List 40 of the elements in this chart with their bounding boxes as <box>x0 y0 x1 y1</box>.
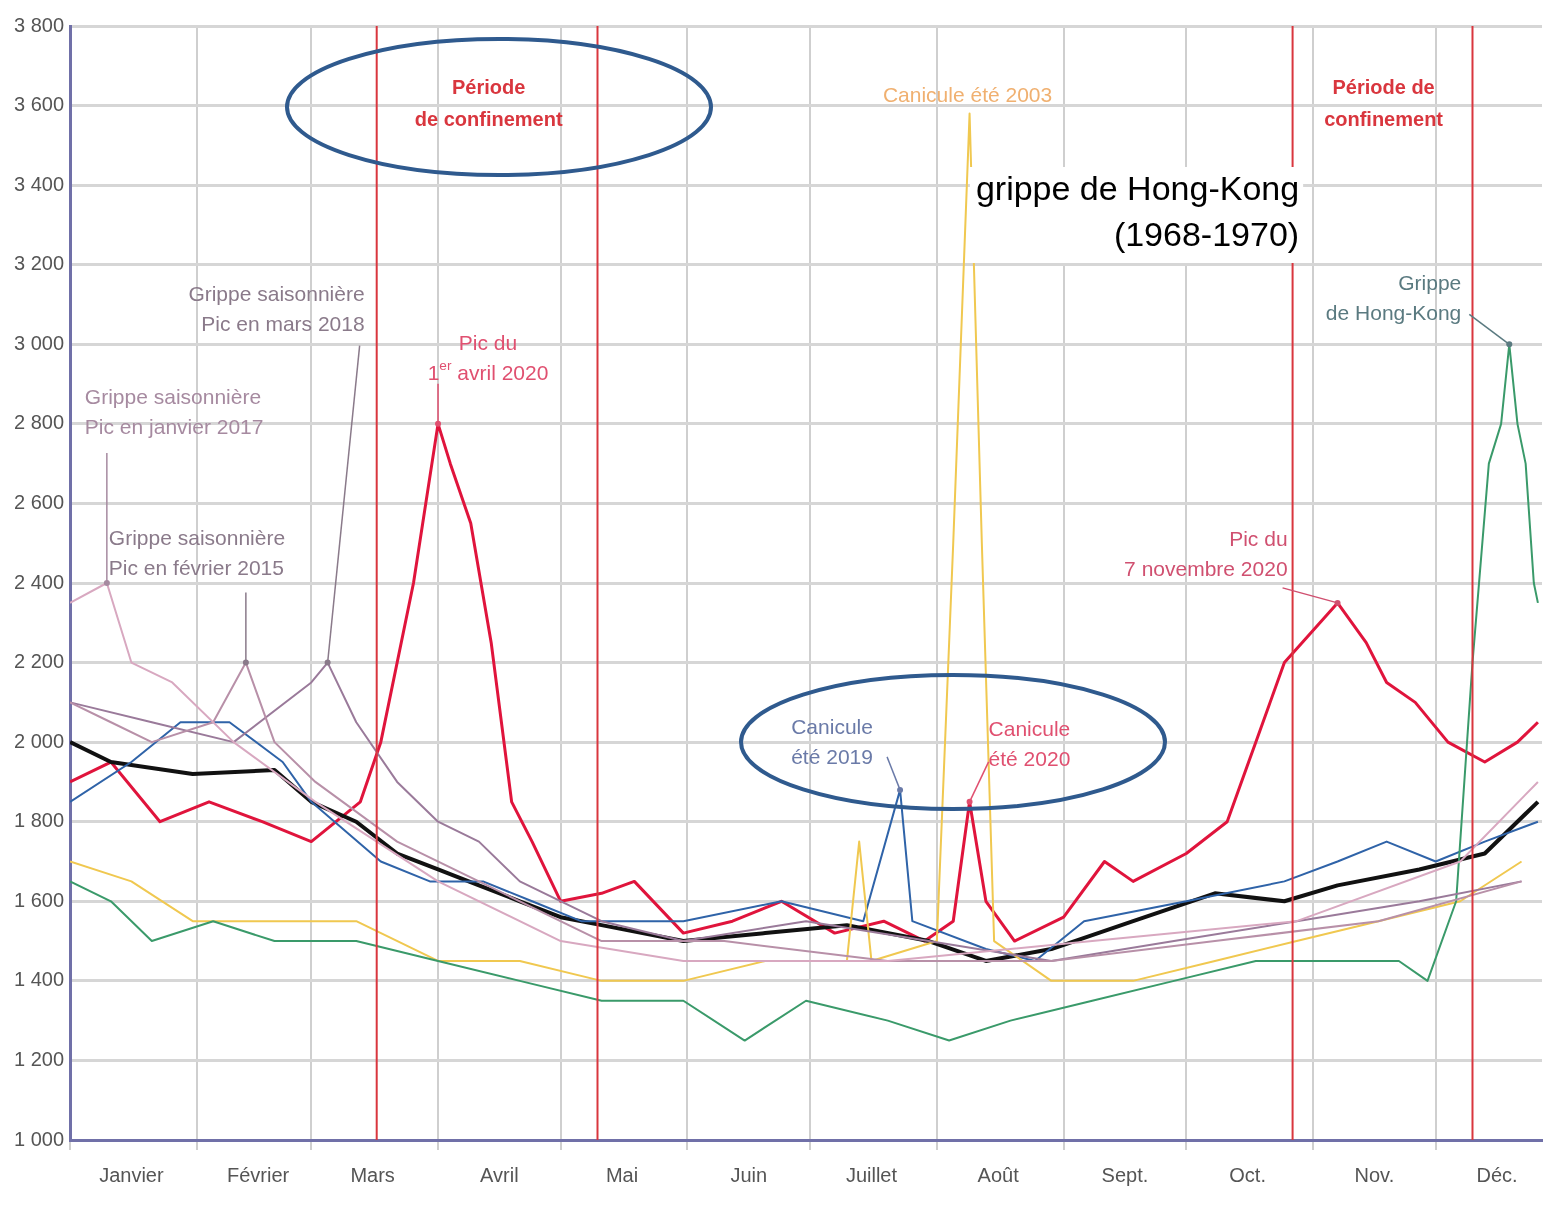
x-tick-label: Juillet <box>845 1163 898 1186</box>
y-tick-label: 3 800 <box>13 13 65 36</box>
x-tick-label: Février <box>227 1163 290 1186</box>
ref-line-label: Période de confinement <box>1324 75 1444 130</box>
y-tick-label: 2 600 <box>13 490 65 513</box>
x-tick-label: Sept. <box>1101 1163 1149 1186</box>
y-tick-label: 3 600 <box>13 93 65 116</box>
y-tick-label: 3 200 <box>13 252 65 275</box>
x-tick-label: Déc. <box>1476 1163 1518 1186</box>
annotation: Grippe saisonnière Pic en janvier 2017 <box>84 384 264 438</box>
annotation: Grippe saisonnière Pic en mars 2018 <box>188 282 365 336</box>
y-tick-label: 1 600 <box>13 888 65 911</box>
y-tick-label: 1 200 <box>13 1047 65 1070</box>
annotation: Grippe de Hong-Kong <box>1325 271 1462 325</box>
annotation: grippe de Hong-Kong (1968-1970) <box>975 169 1300 254</box>
x-tick-label: Avril <box>480 1163 519 1186</box>
annotation: Grippe saisonnière Pic en février 2015 <box>108 526 286 580</box>
annotation: Pic du 7 novembre 2020 <box>1124 526 1288 580</box>
point <box>1506 341 1513 348</box>
y-tick-label: 3 000 <box>13 331 65 354</box>
y-tick-label: 3 400 <box>13 172 65 195</box>
x-tick-label: Janvier <box>99 1163 164 1186</box>
y-tick-label: 1 400 <box>13 968 65 991</box>
x-tick-label: Juin <box>730 1163 768 1186</box>
point <box>324 659 331 666</box>
y-tick-label: 1 800 <box>13 809 65 832</box>
y-tick-label: 2 000 <box>13 729 65 752</box>
y-tick-label: 2 200 <box>13 650 65 673</box>
x-tick-label: Mars <box>350 1163 395 1186</box>
annotation: Canicule été 2019 <box>791 714 873 768</box>
y-tick-label: 2 400 <box>13 570 65 593</box>
ref-line-label: Période de confinement <box>414 75 563 130</box>
y-tick-label: 1 000 <box>13 1127 65 1150</box>
x-tick-label: Nov. <box>1354 1163 1395 1186</box>
x-tick-label: Oct. <box>1229 1163 1266 1186</box>
x-tick-label: Mai <box>605 1163 639 1186</box>
y-tick-label: 2 800 <box>13 411 65 434</box>
annotation: Canicule été 2020 <box>988 716 1071 770</box>
annotation: Canicule été 2003 <box>882 83 1053 107</box>
x-tick-label: Août <box>977 1163 1020 1186</box>
